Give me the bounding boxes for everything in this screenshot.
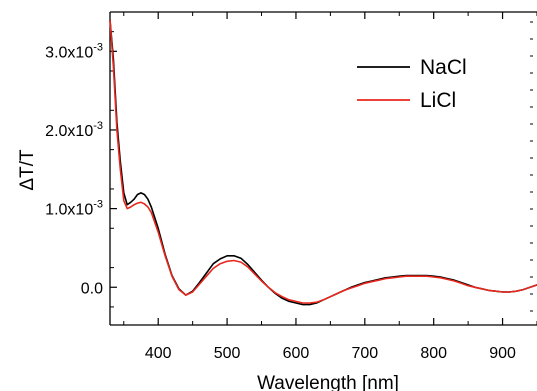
- x-tick-label: 700: [351, 345, 378, 362]
- x-tick-label: 400: [145, 345, 172, 362]
- series-layer: [109, 19, 537, 306]
- x-tick-label: 500: [214, 345, 241, 362]
- y-tick-label: 3.0x10-3: [45, 41, 103, 61]
- axis-labels: Wavelength [nm] ΔT/T: [17, 149, 399, 391]
- x-axis-label: Wavelength [nm]: [257, 373, 399, 391]
- legend-label-nacl: NaCl: [420, 56, 467, 79]
- axis-ticks: 400 500 600 700 800 900 0.0 1.0x10-3 2.0x10-3 3.0…: [45, 12, 537, 362]
- y-tick-label: 1.0x10-3: [45, 199, 103, 219]
- x-tick-label: 900: [489, 345, 516, 362]
- plot-frame: [109, 11, 537, 326]
- y-axis-label: ΔT/T: [17, 149, 38, 191]
- series-line-licl: [109, 19, 537, 304]
- legend-label-licl: LiCl: [420, 89, 456, 112]
- series-line-nacl: [109, 19, 537, 306]
- y-tick-label: 0.0: [81, 280, 103, 297]
- legend: NaCl LiCl: [357, 56, 467, 112]
- y-tick-label: 2.0x10-3: [45, 120, 103, 140]
- x-tick-label: 600: [283, 345, 310, 362]
- x-tick-label: 800: [420, 345, 447, 362]
